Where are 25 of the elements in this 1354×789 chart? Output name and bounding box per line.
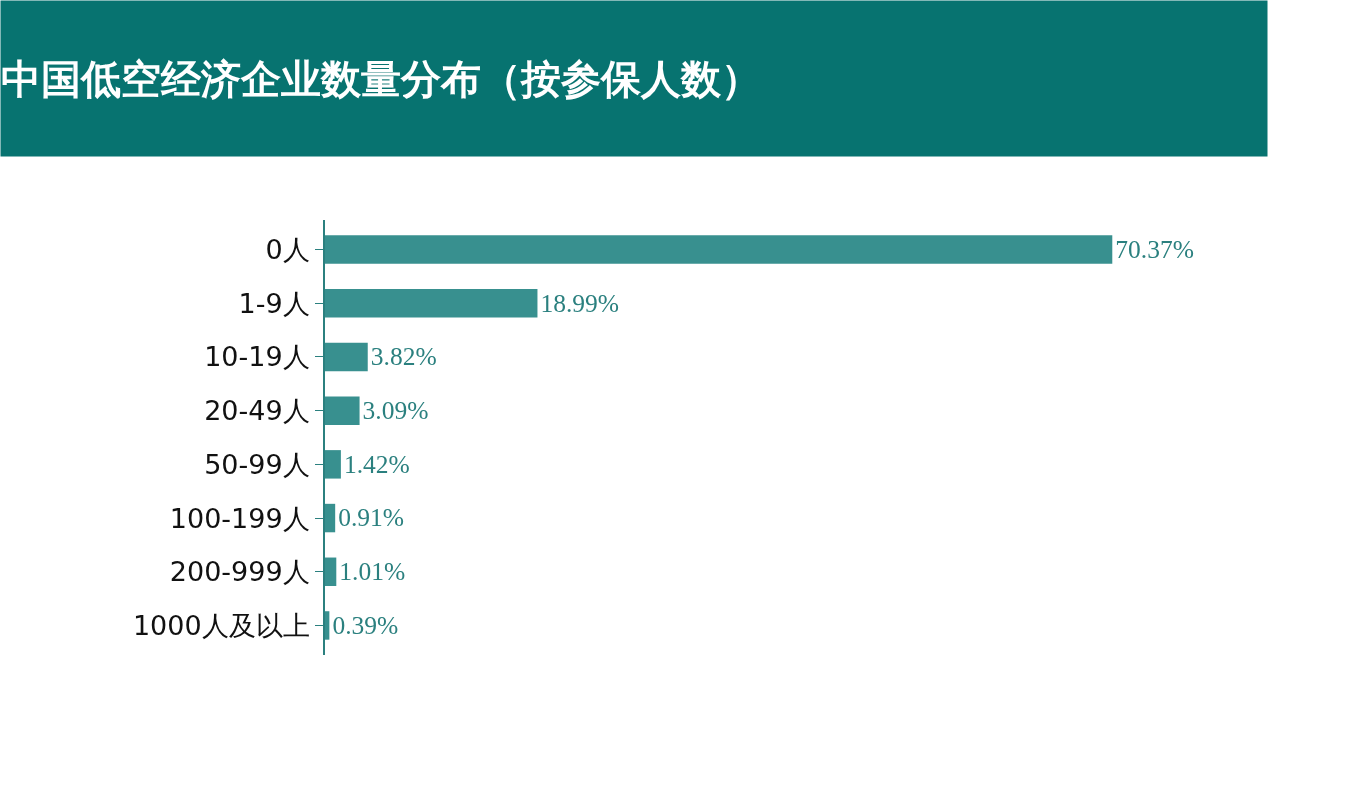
data-label: 18.99% [540,288,620,318]
y-tick-label: 50-99人 [204,448,310,480]
bar [325,235,1113,264]
bar [325,611,330,640]
bar [325,289,538,318]
data-label: 0.91% [338,503,405,533]
data-label: 0.39% [332,610,399,640]
bar [325,450,341,479]
data-label: 70.37% [1115,234,1194,264]
y-tick-label: 1-9人 [238,287,310,319]
bar [325,557,337,586]
data-label: 1.01% [339,557,406,587]
y-tick-label: 200-999人 [169,556,310,588]
bar [325,503,336,533]
chart-title: 中国低空经济企业数量分布（按参保人数） [1,55,761,102]
y-tick-label: 0人 [265,233,310,265]
y-tick-label: 1000人及以上 [132,609,310,641]
bar [325,396,360,425]
y-tick-label: 20-49人 [204,395,310,427]
y-tick-label: 10-19人 [204,341,310,373]
y-tick-label: 100-199人 [169,502,310,534]
bar [325,342,368,372]
data-label: 3.82% [370,342,437,372]
data-label: 1.42% [343,449,410,479]
data-label: 3.09% [362,395,429,425]
